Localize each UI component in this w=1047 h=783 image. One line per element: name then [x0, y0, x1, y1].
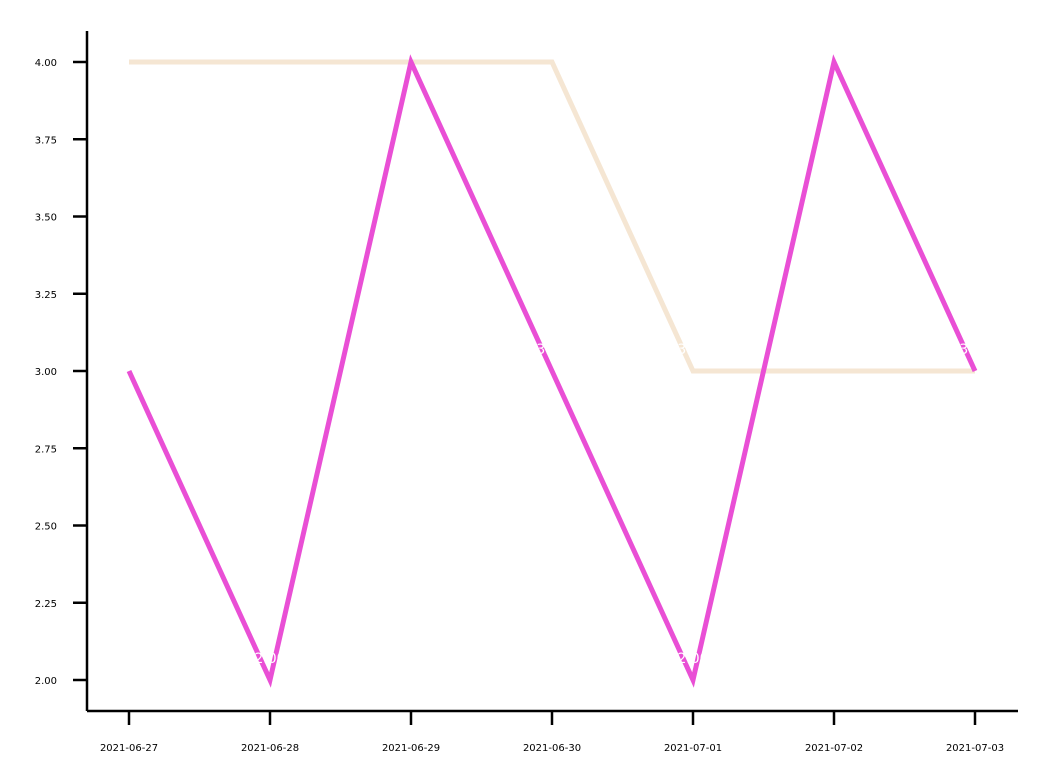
y-tick-label: 3.25 — [35, 290, 57, 301]
data-label: 3.00 — [959, 342, 990, 358]
y-tick-label: 3.00 — [35, 367, 57, 378]
data-label: 2.00 — [677, 651, 708, 667]
y-tick-label: 2.00 — [35, 676, 57, 687]
data-label: 3.00 — [677, 342, 708, 358]
x-tick-label: 2021-06-27 — [100, 743, 158, 754]
x-ticks: 2021-06-27 2021-06-28 2021-06-29 2021-06-30… — [100, 711, 1004, 754]
series-line-1 — [129, 59, 975, 374]
x-tick-label: 2021-07-02 — [805, 743, 863, 754]
data-labels: 2.00 3.00 3.00 2.00 3.00 — [254, 342, 990, 667]
x-tick-label: 2021-07-01 — [664, 743, 722, 754]
y-tick-label: 2.25 — [35, 599, 57, 610]
data-label: 3.00 — [536, 342, 567, 358]
y-tick-label: 2.50 — [35, 522, 57, 533]
y-tick-label: 4.00 — [35, 58, 57, 69]
y-tick-label: 3.75 — [35, 135, 57, 146]
data-label: 2.00 — [254, 651, 285, 667]
y-tick-label: 3.50 — [35, 213, 57, 224]
x-tick-label: 2021-06-30 — [523, 743, 581, 754]
y-tick-label: 2.75 — [35, 444, 57, 455]
x-tick-label: 2021-06-28 — [241, 743, 299, 754]
x-tick-label: 2021-06-29 — [382, 743, 440, 754]
series-layer — [126, 54, 978, 688]
x-tick-label: 2021-07-03 — [946, 743, 1004, 754]
y-ticks: 2.00 2.25 2.50 2.75 3.00 3.25 3.50 3.75 4.00 — [35, 58, 87, 687]
